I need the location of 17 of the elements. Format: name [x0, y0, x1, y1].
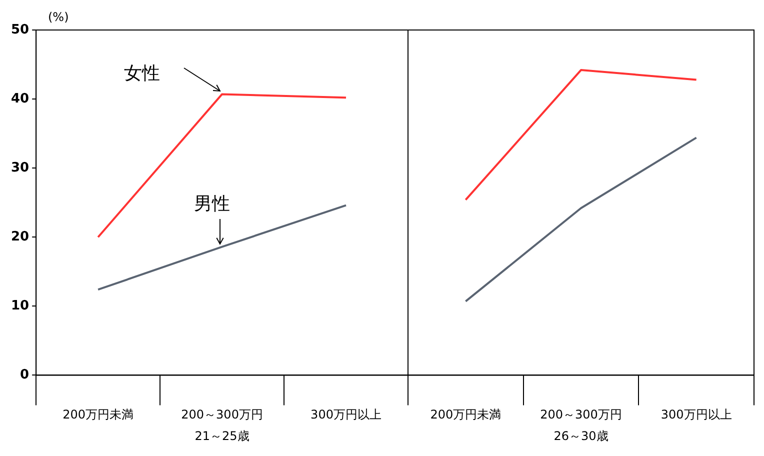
- x-axis-title: 26～30歳: [554, 428, 608, 443]
- series-label: 男性: [194, 193, 230, 214]
- x-tick-label: 300万円以上: [310, 408, 382, 422]
- text: 女性: [124, 62, 160, 84]
- y-tick-label: 40: [10, 91, 30, 106]
- x-tick-label: 200～300万円: [540, 408, 622, 422]
- x-tick-label: 200～300万円: [181, 408, 263, 422]
- x-tick-label: 300万円以上: [660, 408, 732, 422]
- y-axis-title: (%): [48, 10, 69, 24]
- y-tick-label: 10: [10, 298, 30, 314]
- x-tick-label: 200万円未満: [62, 408, 134, 422]
- y-tick-label: 0: [20, 368, 30, 383]
- x-tick-label: 200万円未満: [430, 408, 502, 422]
- y-tick-label: 50: [10, 22, 30, 38]
- y-tick-label: 30: [10, 160, 30, 176]
- y-tick-label: 20: [10, 229, 30, 244]
- x-axis-title: 21～25歳: [194, 428, 250, 443]
